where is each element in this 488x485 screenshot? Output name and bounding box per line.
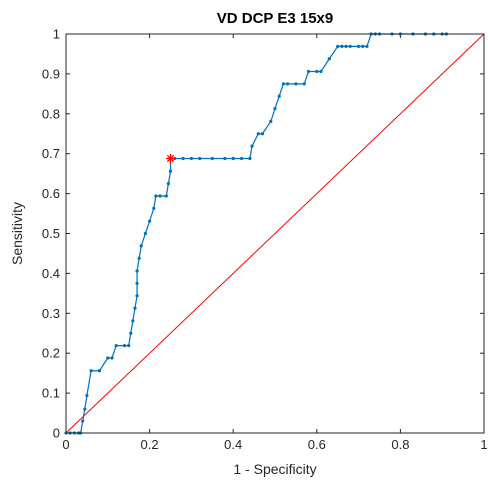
roc-data-point — [336, 44, 340, 48]
roc-data-point — [250, 144, 254, 148]
roc-data-point — [89, 369, 93, 373]
roc-data-point — [365, 44, 369, 48]
roc-data-point — [294, 82, 298, 86]
roc-data-point — [83, 407, 87, 411]
roc-data-point — [158, 194, 162, 198]
roc-data-point — [143, 231, 148, 236]
roc-data-point — [127, 344, 131, 348]
y-tick-label: 1 — [53, 27, 60, 42]
roc-data-point — [114, 344, 118, 348]
x-tick-label: 0.6 — [308, 437, 326, 452]
roc-data-point — [269, 119, 273, 123]
roc-data-point — [231, 156, 235, 161]
roc-data-point — [302, 82, 306, 86]
roc-data-point — [81, 419, 85, 423]
x-axis-ticks: 0 0.2 0.4 0.6 0.8 1 — [62, 34, 488, 452]
roc-data-point — [106, 356, 110, 360]
optimal-point-stroke — [166, 154, 175, 163]
reference-diagonal-line — [65, 33, 485, 434]
roc-data-point — [148, 219, 152, 223]
axes-box — [65, 33, 485, 434]
roc-data-point — [110, 356, 114, 360]
roc-data-point — [340, 44, 344, 48]
roc-data-point — [361, 44, 365, 48]
roc-data-point — [285, 82, 290, 86]
roc-data-point — [281, 82, 285, 86]
x-tick-label: 1 — [480, 437, 487, 452]
roc-data-point — [256, 132, 260, 136]
y-tick-label: 0.6 — [42, 186, 60, 201]
y-tick-label: 0.5 — [42, 226, 60, 241]
roc-data-point — [344, 44, 348, 48]
y-tick-label: 0.3 — [42, 306, 60, 321]
roc-data-point — [122, 344, 127, 348]
roc-data-point — [131, 319, 135, 323]
roc-data-point — [327, 57, 331, 61]
roc-data-point — [154, 194, 158, 198]
roc-data-point — [168, 169, 173, 173]
roc-data-point — [97, 369, 102, 373]
roc-data-point — [181, 156, 185, 161]
y-tick-label: 0.4 — [42, 266, 60, 281]
roc-data-point — [139, 244, 143, 248]
roc-data-point — [135, 269, 139, 273]
y-tick-label: 0.7 — [42, 146, 60, 161]
roc-data-point — [319, 69, 323, 74]
roc-data-point — [166, 182, 171, 186]
roc-data-point — [135, 294, 139, 298]
y-tick-label: 0 — [53, 426, 60, 441]
x-tick-label: 0.8 — [391, 437, 409, 452]
x-axis-label: 1 - Specificity — [233, 461, 316, 477]
y-axis-label: Sensitivity — [9, 202, 25, 265]
roc-data-point — [85, 393, 89, 398]
roc-data-point — [152, 206, 156, 210]
x-tick-label: 0.2 — [141, 437, 159, 452]
roc-data-point — [277, 94, 281, 98]
roc-data-point — [248, 156, 252, 161]
roc-data-point — [198, 156, 202, 161]
x-tick-label: 0 — [62, 437, 69, 452]
roc-data-point — [239, 156, 244, 161]
roc-data-point — [357, 44, 361, 48]
roc-data-point — [164, 194, 168, 198]
chart-title: VD DCP E3 15x9 — [217, 10, 333, 27]
roc-data-point — [137, 256, 141, 260]
roc-data-point — [210, 156, 214, 161]
optimal-point-marker — [166, 153, 175, 163]
roc-data-point — [129, 331, 133, 335]
y-tick-label: 0.2 — [42, 346, 60, 361]
roc-data-point — [306, 69, 311, 74]
roc-data-point — [260, 132, 265, 136]
y-tick-label: 0.9 — [42, 66, 60, 81]
roc-data-point — [348, 44, 352, 48]
roc-data-point — [133, 306, 137, 310]
roc-data-point — [223, 156, 227, 161]
x-tick-label: 0.4 — [224, 437, 242, 452]
roc-data-point — [135, 281, 139, 285]
roc-data-point — [189, 156, 193, 161]
roc-data-point — [273, 107, 277, 111]
roc-curve-markers — [64, 32, 448, 435]
roc-data-point — [315, 69, 319, 74]
y-tick-label: 0.1 — [42, 386, 60, 401]
y-tick-label: 0.8 — [42, 106, 60, 121]
plot-area: 0 0.2 0.4 0.6 0.8 1 0 0.1 0.2 0.3 0.4 0.5 0.6 0.7 0.8… — [42, 27, 488, 453]
